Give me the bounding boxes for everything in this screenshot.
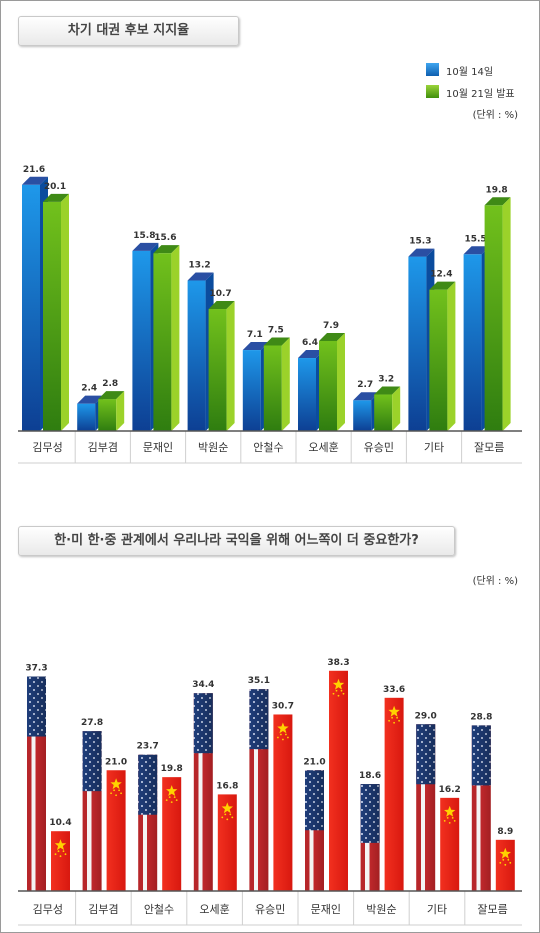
value-label-1-4: 7.5 xyxy=(268,326,284,336)
value-label-1-6: 3.2 xyxy=(378,375,394,385)
value-label-0-5: 6.4 xyxy=(302,338,318,348)
value-label-usa-3: 34.4 xyxy=(192,680,214,690)
category-label-2: 문재인 xyxy=(143,441,173,454)
value-label-usa-7: 29.0 xyxy=(415,711,437,721)
category-label-5: 문재인 xyxy=(311,903,341,916)
value-label-usa-1: 27.8 xyxy=(81,718,103,728)
value-label-1-1: 2.8 xyxy=(102,379,118,389)
legend-label-series-2: 10월 21일 발표 xyxy=(446,89,515,100)
bar-china-0 xyxy=(51,831,70,891)
bar-china-6 xyxy=(384,697,404,891)
legend-swatch-blue xyxy=(426,63,439,76)
bar-oct21-2 xyxy=(153,245,180,431)
category-label-0: 김무성 xyxy=(33,903,63,916)
chart1-title: 차기 대권 후보 지지율 xyxy=(18,16,239,46)
value-label-usa-4: 35.1 xyxy=(248,676,270,686)
value-label-china-5: 38.3 xyxy=(327,658,349,668)
category-label-7: 기타 xyxy=(424,441,444,454)
bar-china-4 xyxy=(273,714,293,891)
bar-china-2 xyxy=(162,777,182,891)
value-label-usa-2: 23.7 xyxy=(137,742,159,752)
category-label-3: 오세훈 xyxy=(199,903,229,916)
bar-oct21-7 xyxy=(429,281,456,431)
value-label-1-7: 12.4 xyxy=(430,270,452,280)
value-label-1-2: 15.6 xyxy=(154,233,176,243)
bar-china-3 xyxy=(217,794,237,891)
bar-oct21-6 xyxy=(374,386,401,431)
value-label-usa-5: 21.0 xyxy=(303,757,325,767)
bar-oct21-8 xyxy=(484,197,511,431)
category-label-3: 박원순 xyxy=(198,441,228,454)
value-label-china-3: 16.8 xyxy=(216,781,238,791)
value-label-china-2: 19.8 xyxy=(161,764,183,774)
value-label-0-8: 15.5 xyxy=(464,234,486,244)
category-label-2: 안철수 xyxy=(144,903,174,916)
category-label-5: 오세훈 xyxy=(308,441,338,454)
category-label-8: 잘모름 xyxy=(474,441,504,454)
category-label-4: 안철수 xyxy=(253,441,283,454)
bar-usa-6 xyxy=(360,784,380,891)
legend-swatch-green xyxy=(426,85,439,98)
value-label-0-6: 2.7 xyxy=(357,380,373,390)
bar-usa-5 xyxy=(305,770,324,891)
value-label-usa-8: 28.8 xyxy=(470,712,492,722)
value-label-china-0: 10.4 xyxy=(49,818,71,828)
value-label-1-5: 7.9 xyxy=(323,321,339,331)
value-label-0-2: 15.8 xyxy=(133,231,155,241)
value-label-0-7: 15.3 xyxy=(409,237,431,247)
value-label-0-1: 2.4 xyxy=(81,384,97,394)
bar-oct21-3 xyxy=(208,301,235,431)
category-label-6: 유승민 xyxy=(364,441,394,454)
bar-usa-1 xyxy=(82,731,102,891)
value-label-0-3: 13.2 xyxy=(188,261,210,271)
bar-usa-8 xyxy=(471,725,491,891)
category-label-0: 김무성 xyxy=(32,441,62,454)
bar-china-5 xyxy=(329,670,348,891)
bar-oct21-4 xyxy=(263,337,290,431)
bar-china-8 xyxy=(495,839,515,891)
bar-usa-3 xyxy=(193,693,213,891)
bar-usa-2 xyxy=(138,754,158,891)
value-label-1-0: 20.1 xyxy=(44,182,66,192)
chart2-unit: (단위 : %) xyxy=(472,576,518,587)
bar-oct14-8 xyxy=(463,246,490,431)
chart2-title: 한·미 한·중 관계에서 우리나라 국익을 위해 어느쪽이 더 중요한가? xyxy=(18,526,455,556)
value-label-china-8: 8.9 xyxy=(497,827,513,837)
chart1-unit: (단위 : %) xyxy=(472,110,518,121)
bar-usa-0 xyxy=(27,676,46,891)
value-label-usa-0: 37.3 xyxy=(25,664,47,674)
bar-china-1 xyxy=(106,770,126,891)
category-label-6: 박원순 xyxy=(366,903,396,916)
value-label-1-8: 19.8 xyxy=(485,185,507,195)
value-label-1-3: 10.7 xyxy=(209,289,231,299)
value-label-china-7: 16.2 xyxy=(439,785,461,795)
chart1-svg: 21.6 20.1 김무성 2.4 2.8 김부겸 15.815.6 문재인 13.2 10.7 박… xyxy=(18,165,522,464)
value-label-china-1: 21.0 xyxy=(105,757,127,767)
value-label-usa-6: 18.6 xyxy=(359,771,381,781)
category-label-7: 기타 xyxy=(427,903,447,916)
category-label-4: 유승민 xyxy=(255,903,285,916)
value-label-0-0: 21.6 xyxy=(23,165,45,175)
bar-china-7 xyxy=(440,797,460,891)
value-label-china-4: 30.7 xyxy=(272,701,294,711)
bar-oct21-1 xyxy=(98,391,125,431)
category-label-1: 김부겸 xyxy=(88,903,118,916)
bar-usa-4 xyxy=(249,689,269,891)
legend-label-series-1: 10월 14일 xyxy=(446,67,494,78)
bar-oct21-5 xyxy=(319,332,345,431)
bar-oct21-0 xyxy=(43,193,69,431)
value-label-0-4: 7.1 xyxy=(247,330,263,340)
category-label-1: 김부겸 xyxy=(88,441,118,454)
value-label-china-6: 33.6 xyxy=(383,685,405,695)
bar-usa-7 xyxy=(416,724,436,891)
category-label-8: 잘모름 xyxy=(477,903,507,916)
